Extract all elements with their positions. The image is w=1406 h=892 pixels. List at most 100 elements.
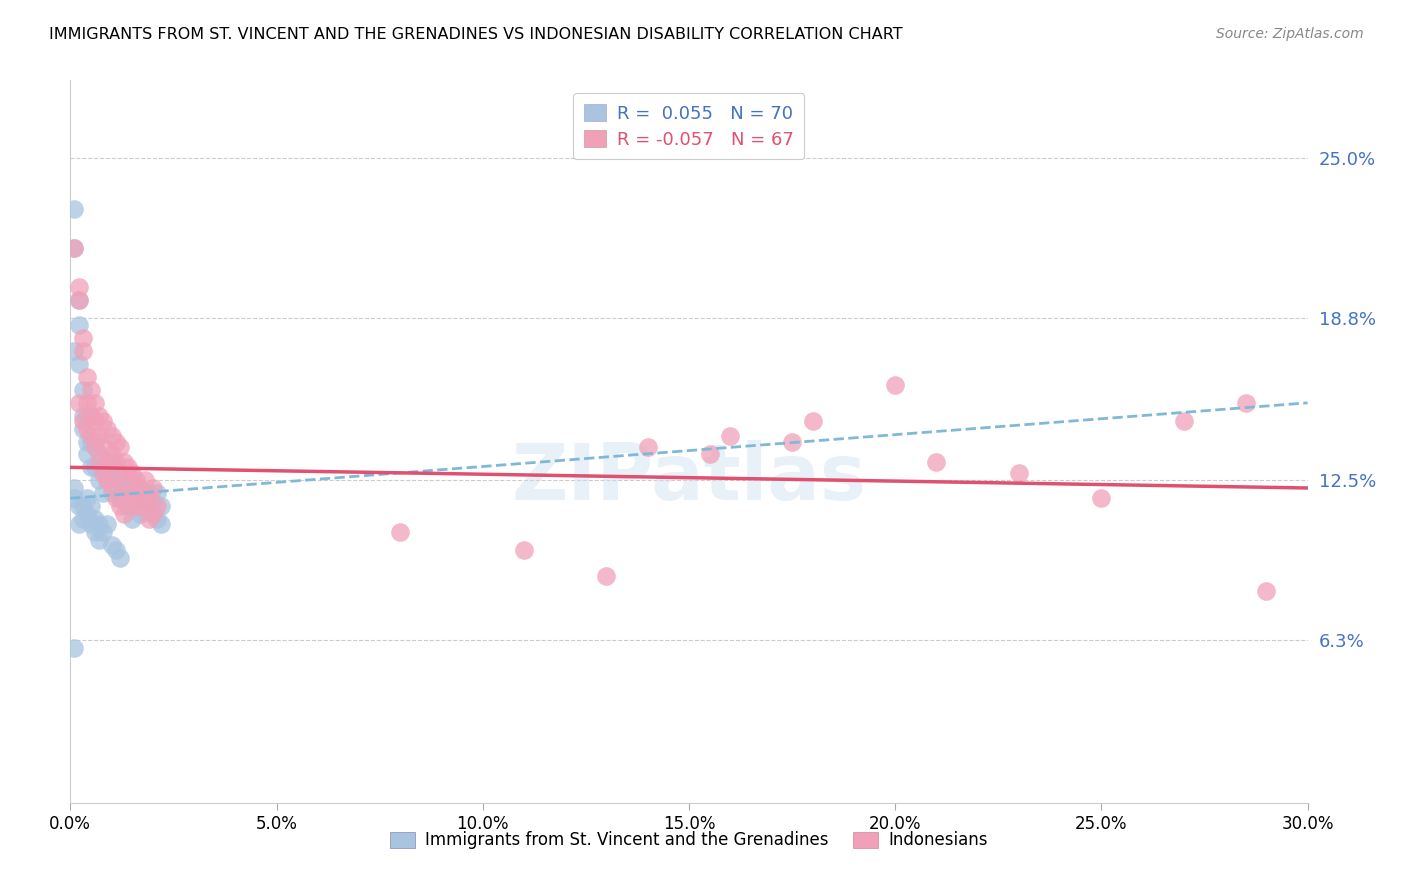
Point bbox=[1256, 584, 1278, 599]
Point bbox=[67, 293, 90, 307]
Point bbox=[96, 517, 118, 532]
Point bbox=[117, 486, 139, 500]
Point bbox=[100, 468, 122, 483]
Point bbox=[72, 409, 94, 423]
Point bbox=[72, 414, 94, 428]
Point bbox=[67, 396, 90, 410]
Point bbox=[117, 499, 139, 513]
Point bbox=[96, 460, 118, 475]
Point bbox=[718, 429, 741, 443]
Point bbox=[108, 550, 131, 565]
Point bbox=[91, 466, 114, 480]
Point bbox=[67, 318, 90, 333]
Point bbox=[138, 499, 160, 513]
Point bbox=[100, 481, 122, 495]
Point bbox=[91, 486, 114, 500]
Point bbox=[91, 460, 114, 475]
Point bbox=[142, 494, 165, 508]
Point bbox=[108, 466, 131, 480]
Point bbox=[67, 499, 90, 513]
Point bbox=[104, 460, 127, 475]
Point bbox=[129, 499, 152, 513]
Point bbox=[67, 517, 90, 532]
Point bbox=[100, 486, 122, 500]
Point bbox=[84, 460, 107, 475]
Point bbox=[513, 542, 536, 557]
Point bbox=[112, 507, 135, 521]
Point bbox=[63, 640, 86, 655]
Point bbox=[121, 512, 143, 526]
Point bbox=[142, 507, 165, 521]
Point bbox=[100, 452, 122, 467]
Point bbox=[80, 517, 103, 532]
Point bbox=[84, 434, 107, 449]
Point bbox=[108, 499, 131, 513]
Point bbox=[72, 344, 94, 359]
Point bbox=[142, 481, 165, 495]
Point bbox=[112, 491, 135, 506]
Point bbox=[89, 455, 111, 469]
Point bbox=[76, 434, 98, 449]
Point bbox=[112, 455, 135, 469]
Point bbox=[125, 481, 148, 495]
Point bbox=[108, 466, 131, 480]
Point bbox=[80, 409, 103, 423]
Point bbox=[108, 491, 131, 506]
Point bbox=[100, 538, 122, 552]
Point bbox=[96, 455, 118, 469]
Point bbox=[100, 429, 122, 443]
Point bbox=[84, 512, 107, 526]
Point bbox=[595, 568, 617, 582]
Point bbox=[146, 486, 169, 500]
Point bbox=[72, 422, 94, 436]
Point bbox=[63, 241, 86, 255]
Point bbox=[63, 491, 86, 506]
Point bbox=[84, 524, 107, 539]
Point bbox=[150, 517, 173, 532]
Point bbox=[91, 414, 114, 428]
Point bbox=[100, 447, 122, 461]
Point bbox=[138, 486, 160, 500]
Point bbox=[104, 491, 127, 506]
Point bbox=[63, 481, 86, 495]
Point bbox=[138, 491, 160, 506]
Point bbox=[80, 429, 103, 443]
Point bbox=[80, 499, 103, 513]
Point bbox=[637, 440, 659, 454]
Point bbox=[121, 491, 143, 506]
Point bbox=[72, 512, 94, 526]
Point bbox=[84, 396, 107, 410]
Point bbox=[67, 279, 90, 293]
Point bbox=[125, 473, 148, 487]
Point bbox=[146, 512, 169, 526]
Point bbox=[91, 440, 114, 454]
Point bbox=[125, 499, 148, 513]
Point bbox=[76, 507, 98, 521]
Legend: Immigrants from St. Vincent and the Grenadines, Indonesians: Immigrants from St. Vincent and the Gren… bbox=[384, 824, 994, 856]
Point bbox=[104, 434, 127, 449]
Text: Source: ZipAtlas.com: Source: ZipAtlas.com bbox=[1216, 27, 1364, 41]
Text: ZIPatlas: ZIPatlas bbox=[512, 440, 866, 516]
Point bbox=[76, 370, 98, 384]
Point bbox=[884, 377, 907, 392]
Point bbox=[84, 440, 107, 454]
Point bbox=[121, 473, 143, 487]
Point bbox=[76, 396, 98, 410]
Point bbox=[699, 447, 721, 461]
Point bbox=[129, 481, 152, 495]
Point bbox=[63, 241, 86, 255]
Point bbox=[117, 481, 139, 495]
Point bbox=[142, 507, 165, 521]
Point bbox=[780, 434, 803, 449]
Point bbox=[96, 473, 118, 487]
Text: IMMIGRANTS FROM ST. VINCENT AND THE GRENADINES VS INDONESIAN DISABILITY CORRELAT: IMMIGRANTS FROM ST. VINCENT AND THE GREN… bbox=[49, 27, 903, 42]
Point bbox=[76, 409, 98, 423]
Point bbox=[389, 524, 412, 539]
Point bbox=[67, 357, 90, 371]
Point bbox=[89, 473, 111, 487]
Point bbox=[89, 409, 111, 423]
Point bbox=[104, 542, 127, 557]
Point bbox=[89, 533, 111, 547]
Point bbox=[121, 466, 143, 480]
Point bbox=[1234, 396, 1257, 410]
